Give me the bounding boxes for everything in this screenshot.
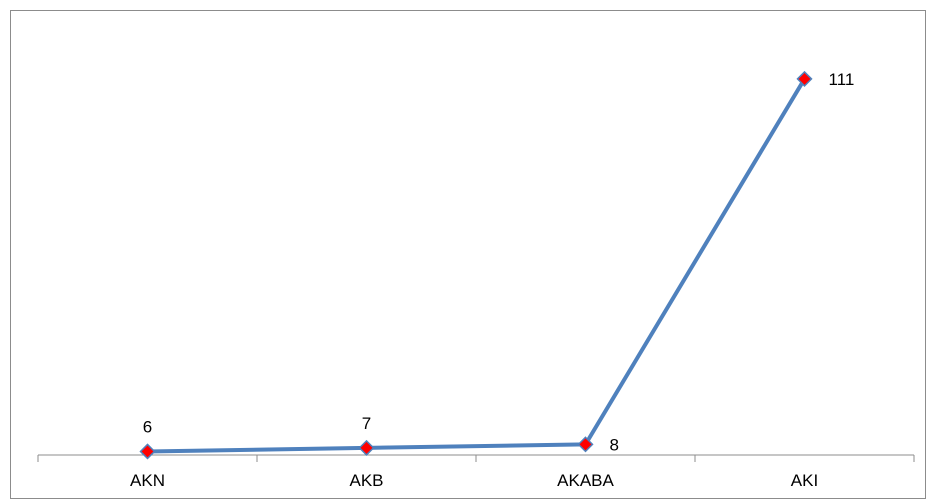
x-tick-label: AKABA	[557, 471, 614, 490]
data-label: 7	[362, 414, 371, 433]
x-axis-ticks	[37, 455, 915, 462]
series-markers	[139, 70, 813, 460]
series: 6 7 8 111	[139, 70, 855, 460]
data-point-marker	[139, 443, 156, 460]
data-label: 111	[829, 70, 855, 89]
data-labels: 6 7 8 111	[143, 70, 855, 454]
data-point-marker	[796, 70, 813, 87]
chart-frame	[10, 10, 926, 499]
data-point-marker	[358, 439, 375, 456]
x-axis: AKN AKB AKABA AKI	[37, 454, 915, 490]
x-tick-label: AKI	[791, 471, 818, 490]
x-axis-labels: AKN AKB AKABA AKI	[130, 471, 818, 490]
data-point-marker	[577, 436, 594, 453]
x-tick-label: AKN	[130, 471, 165, 490]
x-tick-label: AKB	[349, 471, 383, 490]
series-line	[147, 77, 807, 454]
data-label: 8	[610, 435, 619, 454]
data-label: 6	[143, 417, 152, 436]
